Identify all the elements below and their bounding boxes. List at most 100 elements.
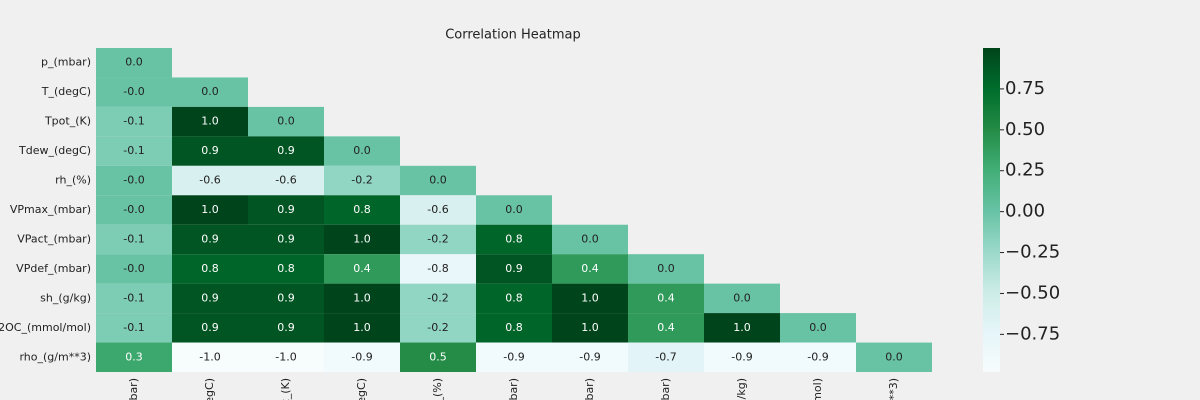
heatmap-cell bbox=[96, 77, 172, 107]
cell-label: 0.4 bbox=[657, 291, 675, 304]
x-tick-label: H2OC_(mmol/mol) bbox=[811, 378, 824, 400]
heatmap-cell bbox=[476, 342, 552, 372]
heatmap-cell bbox=[780, 342, 856, 372]
x-tick-label: VPdef_(mbar) bbox=[659, 378, 672, 400]
heatmap-cell bbox=[628, 313, 704, 343]
cell-label: 0.8 bbox=[505, 321, 523, 334]
cell-label: 0.0 bbox=[201, 85, 219, 98]
colorbar-tick-label: 0.75 bbox=[1005, 78, 1045, 99]
heatmap-cell bbox=[172, 283, 248, 314]
chart-title: Correlation Heatmap bbox=[445, 28, 581, 43]
cell-label: 0.9 bbox=[201, 291, 219, 304]
heatmap-cell bbox=[248, 136, 324, 166]
y-tick-label: VPdef_(mbar) bbox=[16, 262, 91, 275]
cell-label: 0.0 bbox=[809, 321, 827, 334]
heatmap-cell bbox=[780, 313, 856, 343]
heatmap-cell bbox=[856, 342, 932, 372]
heatmap-cell bbox=[324, 195, 400, 225]
heatmap-cell bbox=[172, 313, 248, 343]
heatmap-cell bbox=[96, 106, 172, 137]
cell-label: -1.0 bbox=[275, 350, 296, 363]
cell-label: -0.0 bbox=[123, 203, 144, 216]
cell-label: 1.0 bbox=[201, 115, 219, 128]
cell-label: 0.9 bbox=[277, 203, 295, 216]
cell-label: 0.9 bbox=[277, 291, 295, 304]
x-tick-label: rho_(g/m**3) bbox=[887, 378, 900, 400]
heatmap-cell bbox=[96, 313, 172, 343]
y-tick-label: rho_(g/m**3) bbox=[19, 350, 91, 363]
cell-label: 0.4 bbox=[353, 262, 371, 275]
heatmap-cell bbox=[248, 342, 324, 372]
heatmap-cell bbox=[324, 342, 400, 372]
cell-label: 0.0 bbox=[277, 115, 295, 128]
heatmap-cell bbox=[400, 195, 476, 225]
cell-label: -0.1 bbox=[123, 115, 144, 128]
colorbar-tick-label: 0.00 bbox=[1005, 201, 1045, 222]
cell-label: 0.0 bbox=[657, 262, 675, 275]
heatmap-cell bbox=[400, 254, 476, 284]
heatmap-cell bbox=[248, 224, 324, 255]
x-tick-label: p_(mbar) bbox=[127, 378, 140, 400]
cell-label: -0.6 bbox=[275, 174, 296, 187]
y-tick-label: VPmax_(mbar) bbox=[10, 203, 91, 216]
colorbar-tick-label: −0.75 bbox=[1005, 323, 1060, 344]
colorbar-tick-label: 0.50 bbox=[1005, 119, 1045, 140]
x-tick-label: VPmax_(mbar) bbox=[507, 378, 520, 400]
cell-label: 0.8 bbox=[505, 291, 523, 304]
heatmap-cell bbox=[248, 165, 324, 196]
heatmap-cell bbox=[628, 342, 704, 372]
heatmap-cell bbox=[476, 195, 552, 225]
cell-label: 0.4 bbox=[657, 321, 675, 334]
cell-label: -0.2 bbox=[351, 174, 372, 187]
heatmap-cell bbox=[248, 254, 324, 284]
heatmap-cell bbox=[172, 224, 248, 255]
cell-label: 0.8 bbox=[505, 232, 523, 245]
heatmap-cell bbox=[400, 342, 476, 372]
heatmap-cell bbox=[552, 313, 628, 343]
cell-label: -0.2 bbox=[427, 321, 448, 334]
colorbar bbox=[983, 48, 1000, 372]
cell-label: -0.1 bbox=[123, 144, 144, 157]
heatmap-cell bbox=[172, 195, 248, 225]
heatmap-cell bbox=[704, 342, 780, 372]
x-tick-label: VPact_(mbar) bbox=[583, 378, 596, 400]
cell-label: 1.0 bbox=[353, 291, 371, 304]
heatmap-cell bbox=[400, 165, 476, 196]
cell-label: -0.8 bbox=[427, 262, 448, 275]
cell-label: -1.0 bbox=[199, 350, 220, 363]
heatmap-cell bbox=[172, 165, 248, 196]
y-tick-label: Tdew_(degC) bbox=[18, 144, 91, 157]
heatmap-cell bbox=[400, 224, 476, 255]
heatmap-cell bbox=[248, 313, 324, 343]
heatmap-cell bbox=[476, 254, 552, 284]
cell-label: -0.9 bbox=[731, 350, 752, 363]
heatmap-cell bbox=[476, 283, 552, 314]
cell-label: 0.4 bbox=[581, 262, 599, 275]
heatmap-cell bbox=[552, 224, 628, 255]
heatmap-cell bbox=[324, 313, 400, 343]
cell-label: 0.9 bbox=[201, 144, 219, 157]
cell-label: -0.0 bbox=[123, 262, 144, 275]
y-tick-label: Tpot_(K) bbox=[44, 115, 91, 128]
cell-label: -0.9 bbox=[579, 350, 600, 363]
cell-label: 0.9 bbox=[277, 144, 295, 157]
heatmap-cell bbox=[96, 165, 172, 196]
cell-label: 0.9 bbox=[201, 321, 219, 334]
colorbar-tick-label: −0.50 bbox=[1005, 282, 1060, 303]
y-tick-label: T_(degC) bbox=[41, 85, 91, 98]
colorbar-tick-label: −0.25 bbox=[1005, 242, 1060, 263]
cell-label: -0.2 bbox=[427, 291, 448, 304]
heatmap-cell bbox=[704, 283, 780, 314]
heatmap-cell bbox=[552, 283, 628, 314]
x-tick-label: rh_(%) bbox=[431, 378, 444, 400]
cell-label: -0.6 bbox=[199, 174, 220, 187]
cell-label: 0.0 bbox=[885, 350, 903, 363]
heatmap-cell bbox=[476, 313, 552, 343]
heatmap-cell bbox=[628, 254, 704, 284]
heatmap-cell bbox=[172, 136, 248, 166]
heatmap-cell bbox=[628, 283, 704, 314]
cell-label: -0.0 bbox=[123, 85, 144, 98]
x-tick-label: Tdew_(degC) bbox=[355, 378, 368, 400]
heatmap-cell bbox=[400, 313, 476, 343]
heatmap-cell bbox=[704, 313, 780, 343]
